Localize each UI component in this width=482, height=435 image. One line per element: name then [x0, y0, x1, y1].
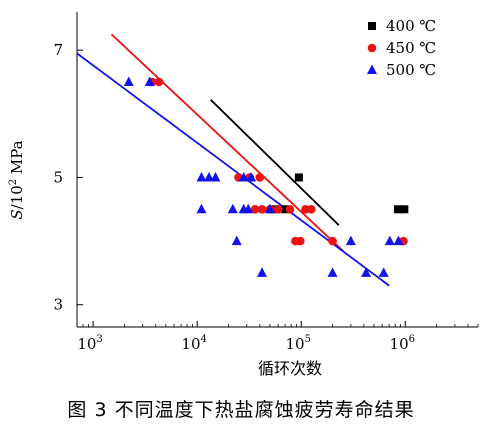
data-point: [154, 77, 164, 87]
data-point: [246, 171, 257, 182]
data-point: [250, 204, 260, 214]
data-point: [327, 267, 338, 277]
data-point: [294, 173, 303, 182]
figure-caption: 图 3 不同温度下热盐腐蚀疲劳寿命结果: [67, 399, 415, 421]
data-point: [243, 203, 254, 214]
y-tick-label: 3: [53, 296, 63, 314]
legend-label: 450 ℃: [386, 39, 436, 57]
data-point: [273, 204, 283, 214]
x-tick-label: 105: [285, 334, 310, 353]
legend-marker: [367, 64, 377, 74]
data-point: [281, 205, 290, 214]
fit-line: [76, 52, 390, 287]
data-point: [393, 235, 404, 246]
y-axis-label: S/102 MPa: [8, 140, 26, 219]
data-point: [285, 204, 295, 214]
data-point: [257, 267, 268, 277]
data-point: [227, 203, 238, 214]
x-tick-label: 104: [181, 334, 206, 353]
fit-lines: [76, 33, 390, 287]
data-point: [196, 171, 207, 182]
data-point: [144, 76, 155, 86]
fit-line: [210, 99, 340, 226]
axis-ticks: 103 104 105 106 3 5 7: [53, 41, 479, 353]
x-tick-label: 106: [390, 334, 415, 353]
x-axis-label: 循环次数: [258, 359, 322, 378]
plot-frame: [76, 12, 478, 328]
data-point: [196, 203, 207, 214]
data-point: [231, 235, 242, 246]
data-point: [384, 235, 395, 246]
x-tick-label: 103: [77, 334, 102, 353]
data-markers: [123, 76, 409, 277]
data-point: [400, 205, 409, 214]
legend: 400 ℃ 450 ℃ 500 ℃: [367, 17, 436, 79]
data-point: [123, 76, 134, 86]
data-point: [257, 204, 267, 214]
data-point: [393, 205, 402, 214]
data-point: [361, 267, 372, 277]
data-point: [345, 235, 356, 246]
data-point: [328, 236, 337, 246]
data-point: [238, 171, 249, 182]
data-point: [204, 171, 215, 182]
legend-label: 500 ℃: [386, 61, 436, 79]
y-tick-label: 7: [53, 41, 63, 59]
data-point: [264, 203, 275, 214]
legend-marker: [367, 43, 377, 53]
data-point: [378, 267, 389, 277]
data-point: [296, 236, 305, 246]
fit-line: [110, 33, 347, 255]
y-tick-label: 5: [53, 168, 63, 186]
legend-marker: [368, 22, 376, 30]
data-point: [210, 171, 221, 182]
data-point: [255, 173, 265, 182]
data-point: [307, 204, 316, 214]
legend-label: 400 ℃: [386, 17, 436, 35]
